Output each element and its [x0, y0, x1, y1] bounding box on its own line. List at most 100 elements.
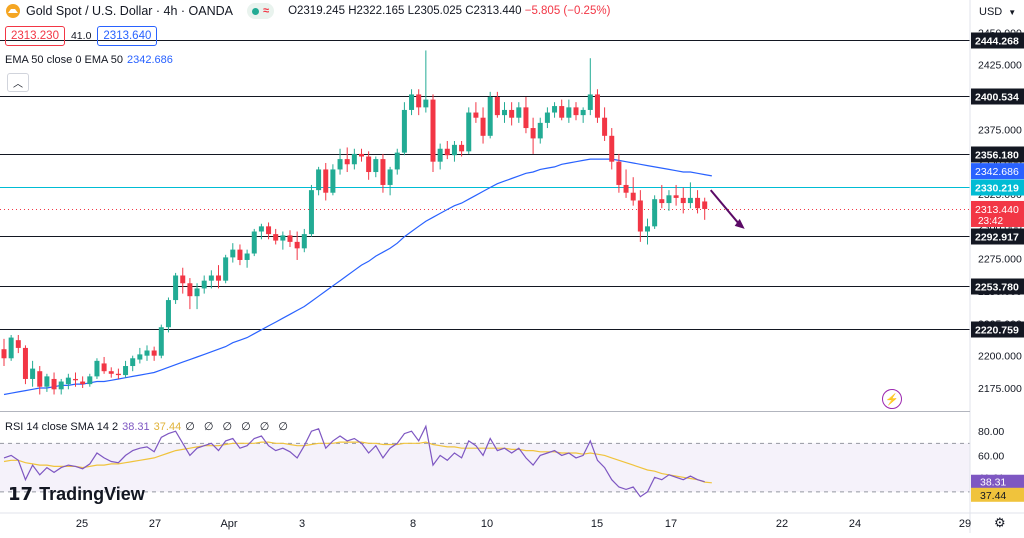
candle: [616, 153, 622, 193]
candle: [666, 190, 672, 211]
candle-body: [659, 199, 665, 204]
candle: [637, 190, 643, 242]
symbol-title[interactable]: Gold Spot / U.S. Dollar · 4h · OANDA: [26, 4, 234, 18]
candle: [566, 99, 572, 123]
candle: [594, 89, 600, 123]
candle: [451, 140, 457, 162]
candle-body: [301, 234, 307, 249]
candle: [87, 373, 93, 387]
buy-button[interactable]: 2313.640: [97, 26, 158, 46]
candle: [652, 195, 658, 229]
candle: [230, 243, 236, 263]
candle: [416, 89, 422, 116]
candle: [165, 297, 171, 333]
candle-body: [516, 107, 522, 118]
candle-body: [702, 201, 708, 209]
candle: [80, 376, 86, 389]
time-tick-label: 15: [591, 518, 603, 530]
level-price-badge: [971, 228, 1024, 245]
sell-button[interactable]: 2313.230: [5, 26, 65, 46]
time-tick-label: 3: [299, 518, 305, 530]
candle: [173, 272, 179, 304]
candle-body: [552, 106, 558, 113]
candle-body: [8, 337, 14, 359]
candle-body: [544, 112, 550, 123]
candle-body: [115, 373, 121, 376]
candle: [516, 102, 522, 123]
candle-body: [416, 94, 422, 108]
candle-body: [566, 107, 572, 118]
candle-body: [609, 135, 615, 162]
candle-body: [180, 275, 186, 284]
rsi-empty-values: ∅ ∅ ∅ ∅ ∅ ∅: [185, 421, 291, 433]
candle: [702, 197, 708, 220]
candle-body: [494, 97, 500, 116]
candle: [130, 355, 136, 372]
lightning-icon[interactable]: ⚡: [882, 389, 902, 409]
collapse-legend-button[interactable]: ︿: [7, 73, 29, 92]
candle-body: [37, 371, 43, 387]
candle-body: [244, 253, 250, 260]
candle: [366, 151, 372, 180]
currency-selector[interactable]: USD ▼: [975, 2, 1024, 22]
candle-body: [594, 94, 600, 118]
candle-body: [123, 366, 129, 376]
candle-body: [695, 197, 701, 209]
candle: [273, 228, 279, 245]
tradingview-logo[interactable]: 𝟭𝟳 TradingView: [8, 484, 145, 505]
candle: [673, 184, 679, 206]
candle: [58, 378, 64, 395]
ema-legend[interactable]: EMA 50 close 0 EMA 50 2342.686: [5, 54, 173, 66]
time-tick-label: 17: [665, 518, 677, 530]
candle-body: [101, 363, 107, 372]
candle-body: [359, 153, 364, 157]
candle-body: [630, 192, 636, 201]
candle: [151, 346, 157, 361]
level-price-badge: [971, 321, 1024, 338]
candle: [580, 107, 586, 123]
level-price-label: 2330.219: [975, 183, 1019, 195]
time-tick-label: 8: [410, 518, 416, 530]
candle: [530, 117, 536, 154]
candle: [294, 231, 300, 260]
candle-body: [323, 169, 329, 193]
candle: [602, 107, 608, 141]
wave-icon: ≈: [263, 5, 270, 17]
gear-icon[interactable]: ⚙: [994, 515, 1006, 530]
candle-body: [509, 109, 515, 118]
candle: [123, 360, 129, 378]
candle-body: [294, 241, 300, 249]
candle: [37, 366, 43, 395]
candle: [344, 147, 350, 173]
rsi-value-badge: [971, 474, 1024, 489]
candle: [94, 358, 100, 379]
candle: [351, 148, 357, 170]
candle-body: [15, 340, 21, 348]
level-price-badge: [971, 146, 1024, 163]
currency-label: USD: [979, 6, 1003, 18]
candle-body: [366, 156, 372, 173]
candle-body: [559, 106, 565, 118]
rsi-legend[interactable]: RSI 14 close SMA 14 2 38.31 37.44 ∅ ∅ ∅ ∅ ∅…: [5, 420, 291, 433]
candle-body: [94, 360, 100, 377]
candle: [523, 97, 529, 134]
time-tick-label: 22: [776, 518, 788, 530]
candle: [216, 265, 221, 289]
candle-body: [273, 234, 279, 241]
chevron-down-icon: ▼: [1008, 7, 1017, 17]
low-value: L2305.025: [407, 5, 463, 17]
candle-body: [58, 381, 64, 390]
rsi-label: RSI 14 close SMA 14 2: [5, 421, 119, 433]
rsi-value-label: 37.44: [980, 490, 1006, 502]
ema50-line: [3, 158, 712, 396]
candle: [502, 102, 507, 123]
candle: [308, 184, 314, 237]
price-tick-label: 2175.000: [978, 383, 1022, 395]
candle-body: [230, 249, 236, 258]
candle-body: [80, 381, 86, 385]
candle-body: [87, 376, 93, 385]
candle-body: [387, 169, 393, 185]
market-status[interactable]: ≈: [247, 3, 275, 19]
candle-body: [394, 152, 400, 170]
